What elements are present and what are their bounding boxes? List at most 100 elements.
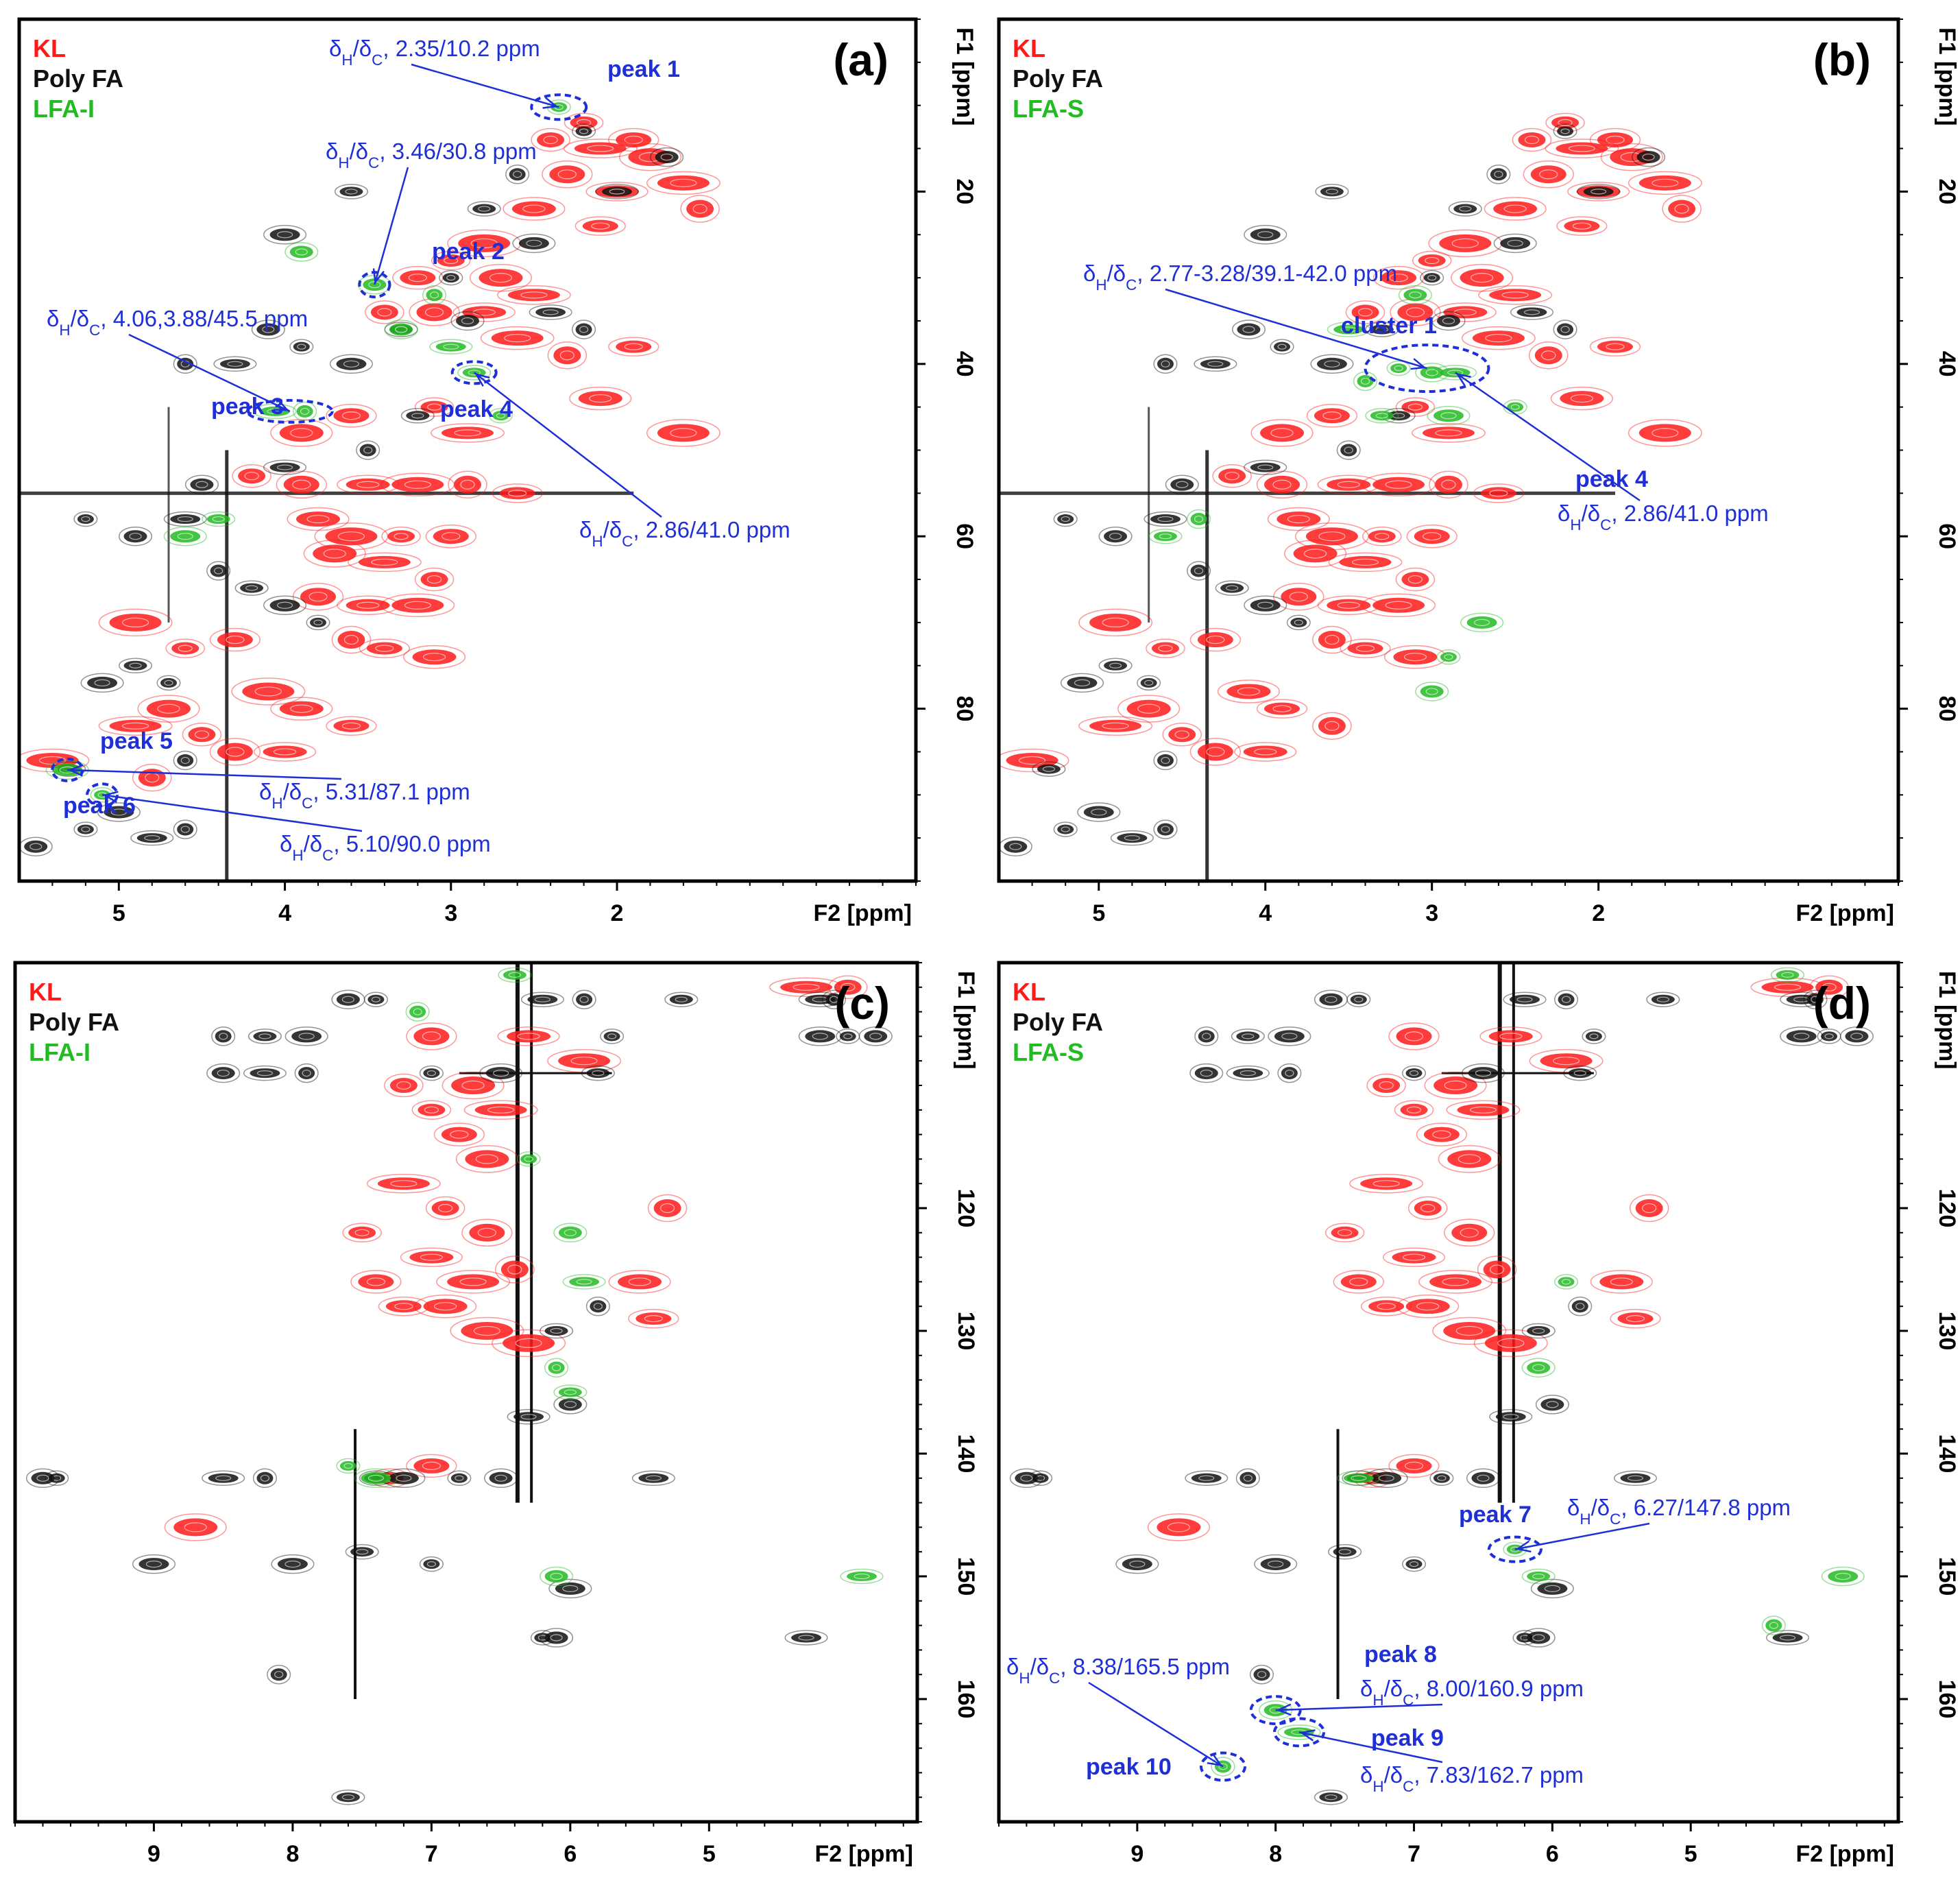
legend-entry-lfa-s: LFA-S — [1013, 1038, 1084, 1066]
contour-peak — [1401, 1556, 1427, 1572]
contour-peak — [436, 1270, 511, 1294]
plot-frame — [13, 961, 919, 1824]
plot-area — [999, 112, 1702, 881]
x-tick-label: 9 — [1130, 1841, 1144, 1867]
contour-peak — [1267, 507, 1330, 531]
y-tick-label: 130 — [1934, 1312, 1960, 1351]
contour-peak — [1394, 1100, 1434, 1120]
contour-peak — [267, 1664, 291, 1685]
contour-peak — [784, 1630, 828, 1646]
panel-label: (b) — [1813, 34, 1871, 85]
contour-peak — [1765, 1630, 1810, 1646]
contour-peak — [1194, 356, 1237, 372]
y-tick-label: 120 — [1934, 1189, 1960, 1228]
y-axis: 120 130 140 150 160 F1 [ppm] — [1898, 962, 1960, 1822]
annotation-peak-10: peak 10 δH/δC, 8.38/165.5 ppm — [1006, 1654, 1246, 1782]
annotation-arrowhead — [474, 372, 490, 387]
contour-peak — [1098, 658, 1133, 673]
contour-peak — [1250, 419, 1314, 447]
x-tick-label: 6 — [564, 1841, 577, 1867]
contour-peak — [292, 582, 344, 611]
contour-peak — [1563, 1065, 1597, 1081]
contour-peak — [337, 474, 400, 495]
x-tick-label: 5 — [1684, 1841, 1697, 1867]
contour-peak — [132, 1554, 176, 1574]
contour-peak — [1803, 989, 1828, 1009]
contour-peak — [1353, 371, 1378, 392]
contour-peak — [1333, 1270, 1384, 1294]
contour-peak — [400, 407, 435, 424]
contour-peak — [431, 250, 471, 271]
panel-c: 9 8 7 6 5 F2 [ppm] 120 130 140 150 160 F1 [ppm] (c) K… — [13, 961, 979, 1867]
y-axis-label: F1 [ppm] — [953, 971, 979, 1070]
contour-peak — [1809, 975, 1849, 1000]
contour-peak — [1429, 1470, 1454, 1487]
contour-peak — [326, 716, 377, 736]
series-poly-fa — [19, 123, 684, 856]
contour-peak — [1646, 991, 1680, 1007]
contour-peak — [270, 697, 333, 721]
contour-peak — [441, 1071, 505, 1100]
contour-peak — [542, 160, 593, 189]
x-tick-label: 6 — [1546, 1841, 1559, 1867]
contour-peak — [1839, 1026, 1874, 1046]
contour-peak — [433, 1122, 485, 1146]
contour-peak — [252, 1468, 277, 1489]
contour-peak — [1489, 1409, 1533, 1425]
contour-peak — [1117, 695, 1181, 723]
annotation-arrow — [1275, 1703, 1443, 1711]
contour-peak — [1429, 470, 1468, 499]
contour-peak — [647, 1194, 688, 1223]
contour-peak — [1590, 1270, 1653, 1294]
contour-peak — [1412, 423, 1486, 443]
contour-peak — [450, 311, 485, 331]
contour-peak — [263, 595, 307, 616]
contour-peak — [1412, 250, 1452, 271]
contour-peak — [1153, 354, 1178, 374]
contour-peak — [547, 1048, 622, 1073]
contour-peak — [425, 524, 476, 549]
y-tick-label: 150 — [953, 1557, 979, 1596]
contour-peak — [1436, 649, 1461, 665]
contour-peak — [1147, 1513, 1210, 1541]
contour-peak — [1523, 160, 1574, 189]
legend-entry-lfa-i: LFA-I — [29, 1038, 90, 1066]
contour-peak — [1554, 1274, 1579, 1290]
contour-peak — [531, 128, 570, 152]
contour-peak — [422, 285, 447, 305]
contour-peak — [1077, 802, 1121, 822]
annotation-arrow — [1088, 1681, 1224, 1768]
contour-peak — [821, 989, 847, 1009]
contour-peak — [1589, 337, 1641, 357]
contour-peak — [1146, 638, 1185, 658]
contour-peak — [1388, 1022, 1440, 1050]
contour-peak — [600, 1028, 625, 1044]
contour-peak — [1390, 298, 1441, 326]
contour-peak — [303, 540, 366, 568]
contour-peak — [182, 723, 222, 747]
annotation-arrow — [411, 63, 559, 108]
contour-peak — [1446, 1100, 1521, 1120]
contour-peak — [572, 320, 596, 339]
peak-highlight-ellipse — [245, 398, 334, 424]
contour-peak — [680, 195, 720, 223]
annotation-arrowhead — [274, 399, 290, 411]
contour-peak — [1361, 1296, 1412, 1316]
contour-peak — [1268, 1026, 1311, 1046]
peak-label: peak 5 — [100, 728, 173, 754]
contour-peak — [1365, 407, 1399, 424]
contour-peak — [347, 552, 422, 573]
annotation-peak-4: peak 4 δH/δC, 2.86/41.0 ppm — [1455, 372, 1769, 533]
contour-peak — [206, 561, 231, 581]
contour-peak — [1137, 675, 1161, 691]
contour-peak — [1249, 1664, 1274, 1685]
contour-peak — [1324, 1223, 1365, 1243]
contour-peak — [553, 1223, 588, 1243]
x-axis-label: F2 [ppm] — [1795, 1841, 1894, 1867]
x-tick-label: 2 — [611, 900, 624, 926]
contour-peak — [1349, 1173, 1424, 1194]
contour-peak — [1613, 1470, 1658, 1487]
contour-peak — [562, 1274, 606, 1290]
